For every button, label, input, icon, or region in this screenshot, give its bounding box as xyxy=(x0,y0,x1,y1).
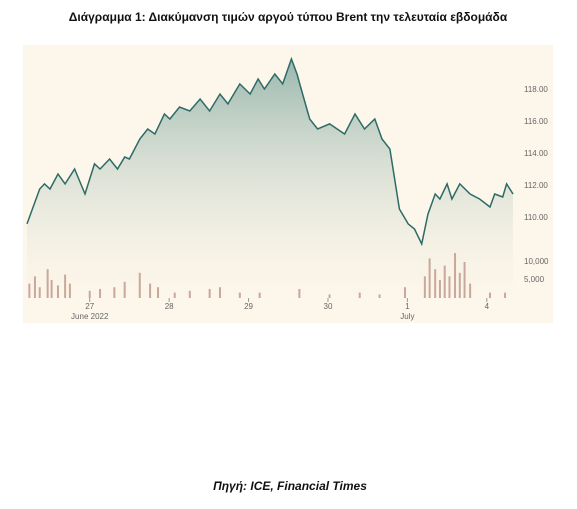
volume-bar xyxy=(443,265,446,298)
y-tick-label: 10,000 xyxy=(524,257,549,266)
volume-bar xyxy=(113,287,116,298)
volume-bar xyxy=(438,280,441,298)
x-tick-label: 29 xyxy=(244,302,253,311)
volume-bar xyxy=(434,269,437,298)
volume-bar xyxy=(56,285,59,298)
x-tick-label: 28 xyxy=(165,302,174,311)
volume-bar xyxy=(99,289,102,298)
x-tick-label-secondary: July xyxy=(400,312,414,321)
volume-bar xyxy=(458,272,461,298)
price-line xyxy=(26,56,514,247)
x-tick-label: 30 xyxy=(324,302,333,311)
x-tick-label: 1 xyxy=(405,302,410,311)
volume-bar xyxy=(258,292,261,298)
volume-bar xyxy=(298,289,301,298)
x-tick-label: 27 xyxy=(85,302,94,311)
y-tick-label: 5,000 xyxy=(524,275,545,284)
volume-bar xyxy=(328,294,331,298)
volume-bar xyxy=(454,253,457,298)
volume-bar xyxy=(469,283,472,298)
volume-bar xyxy=(33,276,36,298)
source: Πηγή: ICE, Financial Times xyxy=(213,479,367,493)
x-tick-label-secondary: June 2022 xyxy=(71,312,109,321)
x-tick-label: 4 xyxy=(485,302,490,311)
volume-bar xyxy=(38,287,41,298)
y-tick-label: 110.00 xyxy=(524,213,548,222)
volume-bar xyxy=(157,287,160,298)
area-fill xyxy=(27,59,513,298)
volume-bar xyxy=(208,289,211,298)
volume-bar xyxy=(378,294,381,298)
volume-bar xyxy=(358,292,361,298)
volume-bar xyxy=(188,290,191,298)
volume-bar xyxy=(68,283,71,298)
volume-bar xyxy=(448,276,451,298)
y-tick-label: 112.00 xyxy=(524,181,548,190)
y-tick-label: 114.00 xyxy=(524,149,548,158)
y-tick-label: 118.00 xyxy=(524,85,548,94)
volume-bar xyxy=(504,292,507,298)
volume-bar xyxy=(428,258,431,298)
volume-bar xyxy=(218,287,221,298)
volume-bar xyxy=(173,292,176,298)
volume-bar xyxy=(46,269,49,298)
volume-bar xyxy=(50,280,53,298)
volume-bar xyxy=(138,272,141,298)
volume-bar xyxy=(88,290,91,298)
volume-bar xyxy=(123,281,126,298)
volume-bar xyxy=(423,276,426,298)
volume-bar xyxy=(238,292,241,298)
volume-bar xyxy=(404,287,406,298)
volume-bar xyxy=(28,283,31,298)
volume-bar xyxy=(64,274,67,298)
chart-title: Διάγραμμα 1: Διακύμανση τιμών αργού τύπο… xyxy=(69,10,508,24)
volume-bar xyxy=(488,292,491,298)
y-tick-label: 116.00 xyxy=(524,117,548,126)
volume-bar xyxy=(463,262,466,298)
volume-bar xyxy=(149,283,152,298)
